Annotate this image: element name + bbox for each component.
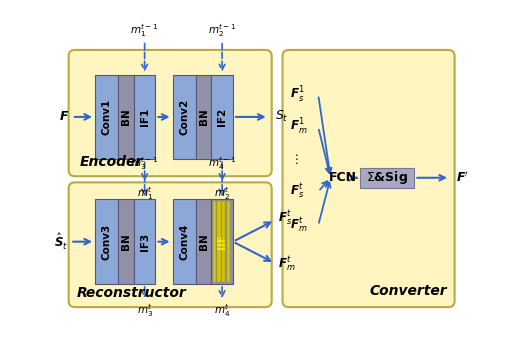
Bar: [227, 201, 230, 282]
Text: $\boldsymbol{F}'$: $\boldsymbol{F}'$: [456, 170, 469, 185]
Text: IF1: IF1: [140, 108, 150, 126]
Bar: [118, 75, 134, 159]
Text: Conv3: Conv3: [101, 224, 112, 260]
Text: $\boldsymbol{F}_m^t$: $\boldsymbol{F}_m^t$: [290, 216, 308, 235]
Bar: [218, 201, 221, 282]
Bar: [173, 75, 196, 159]
Text: Conv4: Conv4: [179, 224, 189, 260]
Text: $m_4^{t-1}$: $m_4^{t-1}$: [208, 155, 236, 172]
Text: $\boldsymbol{F}_s^t$: $\boldsymbol{F}_s^t$: [290, 182, 305, 201]
FancyBboxPatch shape: [283, 50, 455, 307]
FancyBboxPatch shape: [69, 50, 272, 176]
Bar: [196, 199, 211, 284]
Text: IIF: IIF: [217, 234, 227, 249]
Text: Encoder: Encoder: [79, 155, 143, 169]
Bar: [95, 75, 118, 159]
Text: $m_1^{t}$: $m_1^{t}$: [137, 186, 153, 202]
Text: Conv1: Conv1: [101, 99, 112, 135]
Text: IF2: IF2: [217, 108, 227, 126]
Text: IF3: IF3: [140, 233, 150, 251]
Text: $\boldsymbol{F}_m^t$: $\boldsymbol{F}_m^t$: [278, 255, 295, 274]
Bar: [173, 199, 196, 284]
Bar: [134, 75, 156, 159]
Bar: [213, 201, 216, 282]
FancyBboxPatch shape: [69, 182, 272, 307]
Bar: [360, 168, 414, 188]
Text: $\boldsymbol{F}_s^1$: $\boldsymbol{F}_s^1$: [290, 84, 305, 105]
Text: $\boldsymbol{F}_s^t$: $\boldsymbol{F}_s^t$: [278, 209, 292, 228]
Bar: [196, 75, 211, 159]
Text: Converter: Converter: [369, 284, 447, 298]
Bar: [134, 199, 156, 284]
Text: BN: BN: [121, 108, 131, 125]
Text: $m_4^{t}$: $m_4^{t}$: [214, 302, 230, 319]
Text: Reconstructor: Reconstructor: [76, 286, 186, 300]
Text: $m_3^{t-1}$: $m_3^{t-1}$: [131, 155, 159, 172]
Bar: [95, 199, 118, 284]
Bar: [222, 201, 225, 282]
Text: $m_3^{t}$: $m_3^{t}$: [137, 302, 153, 319]
Text: $S_t$: $S_t$: [275, 109, 288, 125]
Text: $\boldsymbol{F}$: $\boldsymbol{F}$: [59, 111, 70, 124]
Text: Conv2: Conv2: [179, 99, 189, 135]
Text: $\hat{\boldsymbol{S}}_t$: $\hat{\boldsymbol{S}}_t$: [54, 232, 68, 252]
Text: $m_1^{t-1}$: $m_1^{t-1}$: [131, 23, 159, 39]
Text: $\vdots$: $\vdots$: [290, 153, 299, 166]
Text: $\Sigma$&Sig: $\Sigma$&Sig: [366, 169, 408, 186]
Text: BN: BN: [199, 108, 208, 125]
Text: BN: BN: [199, 233, 208, 250]
Bar: [118, 199, 134, 284]
Text: $m_2^{t-1}$: $m_2^{t-1}$: [208, 23, 236, 39]
Bar: [211, 199, 233, 284]
Text: BN: BN: [121, 233, 131, 250]
Text: FCN: FCN: [329, 171, 357, 184]
Bar: [211, 75, 233, 159]
Text: $\boldsymbol{F}_m^1$: $\boldsymbol{F}_m^1$: [290, 117, 308, 137]
Text: $m_2^{t}$: $m_2^{t}$: [214, 186, 230, 202]
